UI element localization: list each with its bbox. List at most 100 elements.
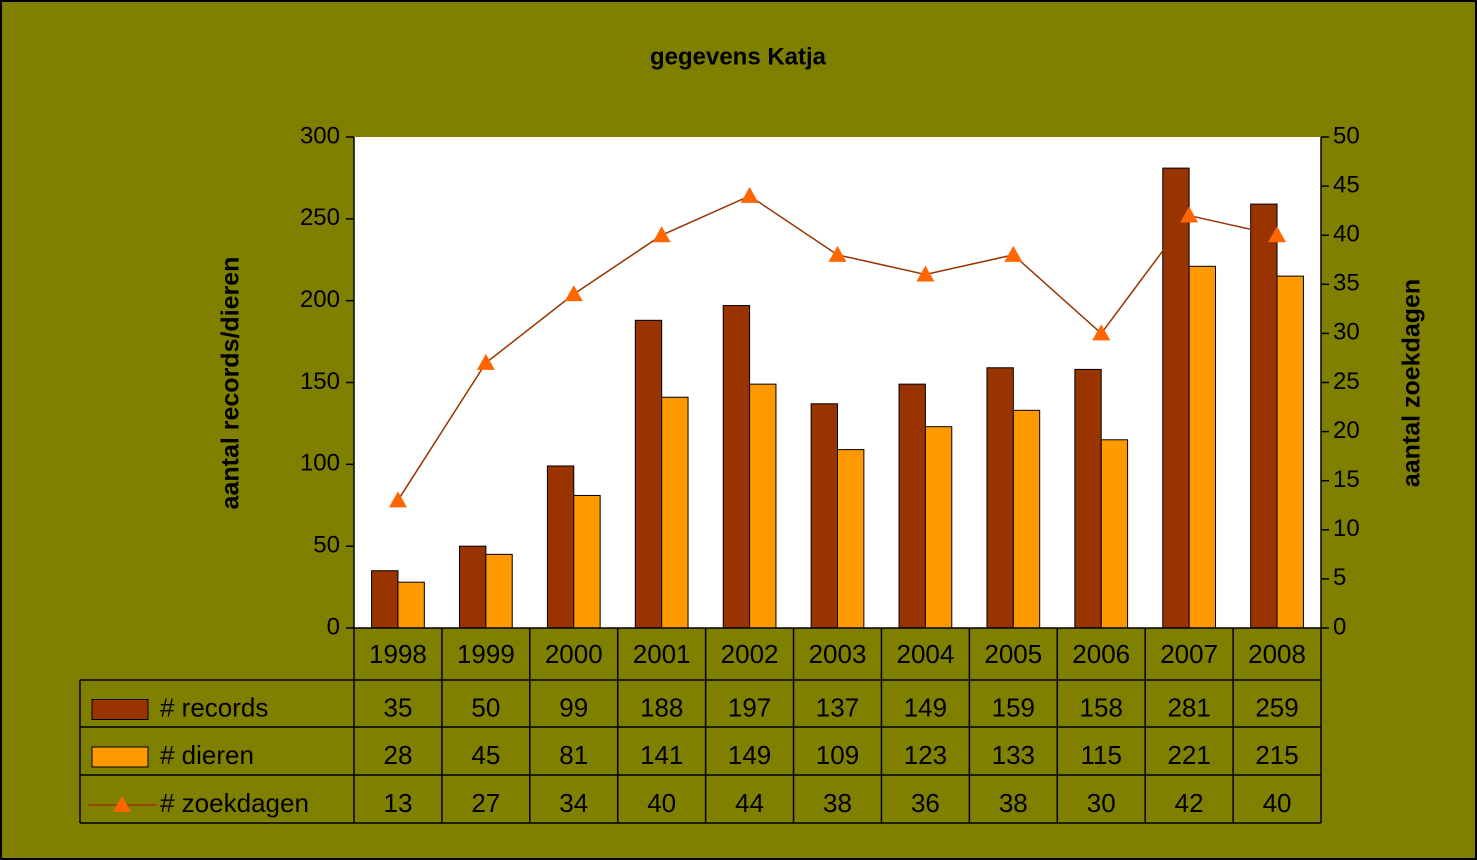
marker — [1092, 324, 1111, 341]
y2-tick-label: 25 — [1333, 368, 1360, 395]
y-tick-label: 100 — [300, 450, 340, 477]
y-tick-label: 250 — [300, 204, 340, 231]
table-value: 40 — [647, 788, 676, 818]
bar — [573, 494, 601, 629]
x-tick-label: 2004 — [896, 639, 954, 669]
x-tick-label: 2002 — [721, 639, 779, 669]
bar — [749, 383, 777, 629]
x-tick-label: 2003 — [809, 639, 867, 669]
table-value: 40 — [1263, 788, 1292, 818]
legend-key — [91, 699, 149, 720]
table-value: 215 — [1255, 740, 1298, 770]
table-value: 81 — [559, 740, 588, 770]
bar — [810, 403, 838, 629]
marker — [388, 491, 407, 508]
bar — [837, 449, 865, 629]
bar — [661, 396, 689, 629]
marker — [916, 265, 935, 282]
table-value: 44 — [735, 788, 764, 818]
table-value: 281 — [1167, 692, 1210, 722]
table-value: 36 — [911, 788, 940, 818]
marker — [1268, 226, 1287, 243]
table-value: 38 — [999, 788, 1028, 818]
y2-tick-label: 10 — [1333, 515, 1360, 542]
bar — [924, 426, 953, 629]
y-tick-label: 300 — [300, 122, 340, 149]
bar — [1188, 265, 1217, 629]
table-value: 38 — [823, 788, 852, 818]
bar — [634, 319, 663, 629]
table-value: 42 — [1175, 788, 1204, 818]
table-value: 133 — [992, 740, 1035, 770]
table-value: 188 — [640, 692, 683, 722]
table-value: 137 — [816, 692, 859, 722]
table-value: 197 — [728, 692, 771, 722]
table-value: 123 — [904, 740, 947, 770]
x-tick-label: 1999 — [457, 639, 515, 669]
bar — [986, 367, 1014, 629]
marker — [476, 353, 495, 370]
table-value: 221 — [1167, 740, 1210, 770]
marker — [740, 186, 759, 203]
y2-tick-label: 35 — [1333, 270, 1360, 297]
bar — [1250, 203, 1278, 629]
legend-label: # records — [160, 692, 268, 722]
y2-tick-label: 0 — [1333, 613, 1346, 640]
y2-tick-label: 45 — [1333, 171, 1360, 198]
bar — [458, 545, 487, 629]
table-value: 149 — [728, 740, 771, 770]
y2-tick-label: 50 — [1333, 122, 1360, 149]
bar — [485, 553, 513, 629]
y2-tick-label: 5 — [1333, 564, 1346, 591]
bar — [1162, 167, 1190, 629]
y2-tick-label: 30 — [1333, 319, 1360, 346]
table-value: 115 — [1081, 740, 1122, 770]
x-tick-label: 2001 — [633, 639, 691, 669]
marker — [1180, 206, 1199, 223]
table-value: 158 — [1080, 692, 1123, 722]
marker — [1004, 245, 1023, 262]
x-tick-label: 2007 — [1160, 639, 1218, 669]
table-value: 45 — [471, 740, 500, 770]
table-value: 28 — [383, 740, 412, 770]
x-tick-label: 2005 — [984, 639, 1042, 669]
bar — [898, 383, 926, 629]
y-tick-label: 50 — [313, 532, 340, 559]
bar — [1276, 275, 1304, 629]
table-value: 259 — [1255, 692, 1298, 722]
y-tick-label: 0 — [327, 613, 340, 640]
table-value: 159 — [992, 692, 1035, 722]
y-tick-label: 200 — [300, 286, 340, 313]
legend-label: # dieren — [160, 740, 254, 770]
x-tick-label: 2006 — [1072, 639, 1130, 669]
table-value: 35 — [383, 692, 412, 722]
table-value: 50 — [471, 692, 500, 722]
table-value: 27 — [471, 788, 500, 818]
y-axis-label: aantal records/dieren — [217, 257, 245, 510]
bar — [1012, 409, 1041, 629]
bar — [397, 581, 425, 629]
bar — [722, 305, 751, 629]
table-value: 99 — [559, 692, 588, 722]
table-value: 149 — [904, 692, 947, 722]
table-value: 13 — [383, 788, 412, 818]
x-tick-label: 2008 — [1248, 639, 1306, 669]
table-value: 141 — [640, 740, 683, 770]
x-tick-label: 1998 — [369, 639, 427, 669]
y2-tick-label: 40 — [1333, 221, 1360, 248]
legend-key — [113, 796, 131, 812]
y2-axis-label: aantal zoekdagen — [1398, 279, 1426, 487]
bar — [546, 465, 575, 629]
legend-key — [91, 746, 149, 768]
table-value: 30 — [1087, 788, 1116, 818]
bar — [371, 570, 399, 629]
marker — [564, 285, 583, 302]
marker — [652, 226, 671, 243]
table-value: 109 — [816, 740, 859, 770]
table-value: 34 — [559, 788, 588, 818]
x-tick-label: 2000 — [545, 639, 603, 669]
marker — [828, 245, 847, 262]
y-tick-label: 150 — [300, 368, 340, 395]
chart-title: gegevens Katja — [650, 43, 827, 70]
